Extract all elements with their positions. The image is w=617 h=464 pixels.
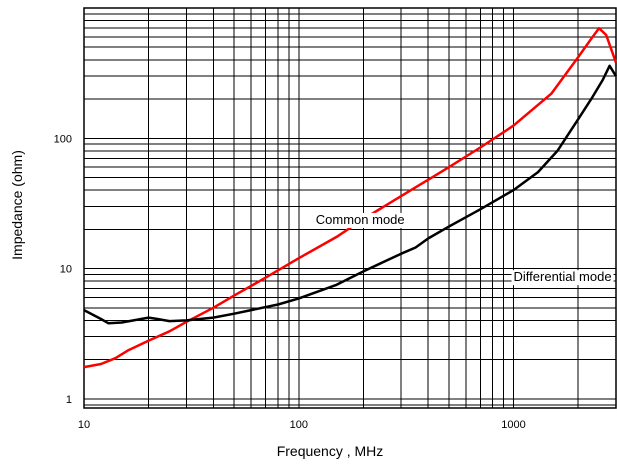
series-line-differential-mode — [83, 64, 617, 325]
annotation-label: Differential mode — [514, 269, 612, 284]
annotations: Common mode Differential mode — [313, 212, 614, 286]
y-tick-label: 10 — [60, 264, 72, 276]
y-axis-title: Impedance (ohm) — [9, 150, 25, 260]
plot-frame — [83, 7, 617, 409]
y-tick-label: 1 — [66, 394, 72, 406]
x-tick-label: 1000 — [501, 419, 525, 431]
grid — [83, 7, 617, 409]
tick-labels: 10 100 1000 1 10 100 — [54, 133, 526, 431]
x-tick-label: 10 — [78, 419, 90, 431]
annotation-background — [511, 270, 614, 286]
x-axis-title: Frequency , MHz — [277, 443, 384, 459]
series-line-common-mode — [83, 26, 617, 369]
annotation-label: Common mode — [316, 212, 405, 227]
y-tick-label: 100 — [54, 133, 72, 145]
x-tick-label: 100 — [290, 419, 308, 431]
series-group — [83, 26, 617, 369]
annotation-background — [313, 212, 407, 228]
